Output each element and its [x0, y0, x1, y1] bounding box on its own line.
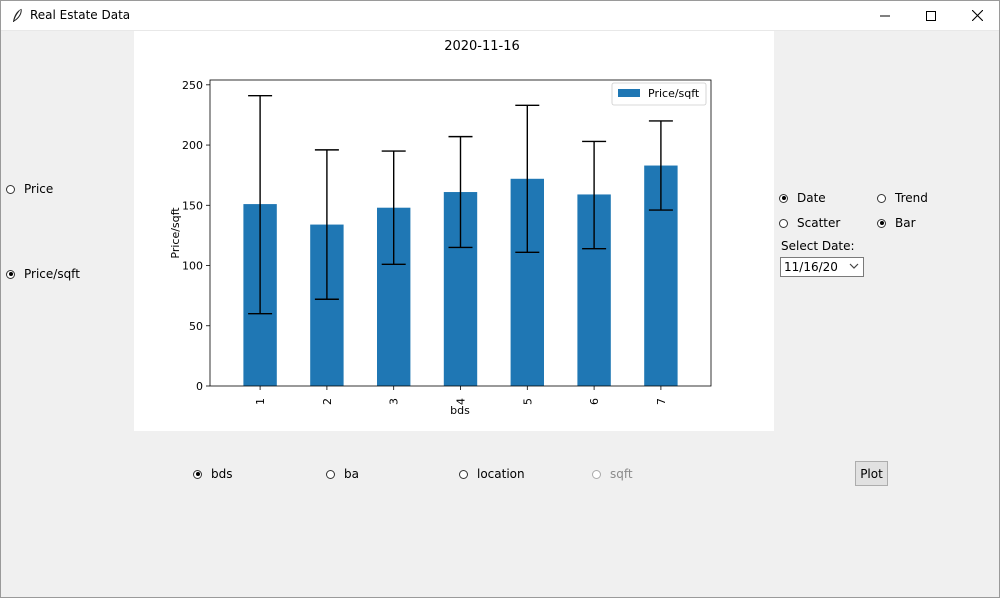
radio-location-label: location	[477, 467, 525, 481]
error-bar-7	[648, 120, 673, 211]
error-bar-5	[515, 104, 540, 253]
x-tick-label-7: 7	[655, 398, 668, 405]
maximize-button[interactable]	[908, 0, 954, 31]
radio-date[interactable]: Date	[779, 191, 826, 205]
radio-price-label: Price	[24, 182, 54, 196]
radio-trend-indicator[interactable]	[877, 193, 886, 203]
radio-bds[interactable]: bds	[193, 467, 233, 481]
feather-icon	[13, 8, 22, 22]
radio-sqft[interactable]: sqft	[592, 467, 633, 481]
radio-trend[interactable]: Trend	[877, 191, 928, 205]
x-tick-label-1: 1	[254, 398, 267, 405]
error-bar-1	[248, 94, 273, 315]
x-tick-label-2: 2	[321, 398, 334, 405]
radio-bds-indicator[interactable]	[193, 469, 202, 479]
date-select-value: 11/16/20	[784, 260, 838, 274]
error-bar-6	[582, 140, 607, 250]
error-bar-2	[314, 149, 339, 300]
x-tick-label-5: 5	[521, 398, 534, 405]
error-bar-3	[381, 150, 406, 266]
radio-bds-label: bds	[211, 467, 233, 481]
radio-ba[interactable]: ba	[326, 467, 359, 481]
x-axis-label: bds	[450, 404, 470, 417]
radio-date-indicator[interactable]	[779, 193, 788, 203]
maximize-icon	[926, 10, 936, 21]
radio-date-label: Date	[797, 191, 826, 205]
radio-bar-indicator[interactable]	[877, 218, 886, 228]
chevron-down-icon[interactable]	[849, 263, 859, 270]
minimize-button[interactable]	[862, 0, 908, 31]
legend-box	[611, 82, 707, 106]
close-icon	[971, 10, 983, 21]
radio-scatter-indicator[interactable]	[779, 218, 788, 228]
radio-price-sqft-indicator[interactable]	[6, 269, 15, 279]
radio-ba-indicator[interactable]	[326, 469, 335, 479]
radio-price-sqft-label: Price/sqft	[24, 267, 80, 281]
chart-canvas: 2020-11-16 0 50 100 150 200 250 1 2 3 4 5 6 7 bds P…	[134, 31, 774, 431]
radio-location[interactable]: location	[459, 467, 525, 481]
bar-chart: 2020-11-16 0 50 100 150 200 250 1 2 3 4 5 6 7 bds P…	[169, 39, 712, 417]
minimize-icon	[880, 15, 890, 16]
chart-title: 2020-11-16	[444, 39, 520, 54]
radio-sqft-indicator[interactable]	[592, 469, 601, 479]
legend: Price/sqft	[611, 82, 707, 106]
y-tick-label: 250	[182, 79, 203, 92]
window-title: Real Estate Data	[30, 8, 131, 22]
x-tick-label-4: 4	[455, 398, 468, 405]
legend-swatch	[618, 89, 640, 97]
y-tick-label: 100	[182, 260, 203, 273]
legend-label: Price/sqft	[648, 87, 700, 100]
select-date-label: Select Date:	[781, 239, 855, 253]
y-tick-label: 0	[196, 380, 203, 393]
radio-bar-label: Bar	[895, 216, 916, 230]
error-bar-4	[448, 135, 473, 249]
radio-price-sqft[interactable]: Price/sqft	[6, 267, 80, 281]
radio-scatter-label: Scatter	[797, 216, 841, 230]
close-button[interactable]	[954, 0, 1000, 31]
radio-sqft-label: sqft	[610, 467, 633, 481]
radio-scatter[interactable]: Scatter	[779, 216, 840, 230]
radio-trend-label: Trend	[895, 191, 928, 205]
title-bar: Real Estate Data	[0, 0, 1000, 31]
radio-bar[interactable]: Bar	[877, 216, 916, 230]
y-axis-label: Price/sqft	[169, 207, 182, 259]
y-tick-label: 150	[182, 199, 203, 212]
x-tick-label-3: 3	[388, 398, 401, 405]
date-select[interactable]: 11/16/20	[780, 257, 864, 277]
radio-ba-label: ba	[344, 467, 359, 481]
radio-location-indicator[interactable]	[459, 469, 468, 479]
x-tick-label-6: 6	[588, 398, 601, 405]
radio-price-indicator[interactable]	[6, 184, 15, 194]
y-tick-label: 50	[189, 320, 203, 333]
y-tick-label: 200	[182, 139, 203, 152]
plot-button[interactable]: Plot	[855, 461, 888, 486]
radio-price[interactable]: Price	[6, 182, 53, 196]
